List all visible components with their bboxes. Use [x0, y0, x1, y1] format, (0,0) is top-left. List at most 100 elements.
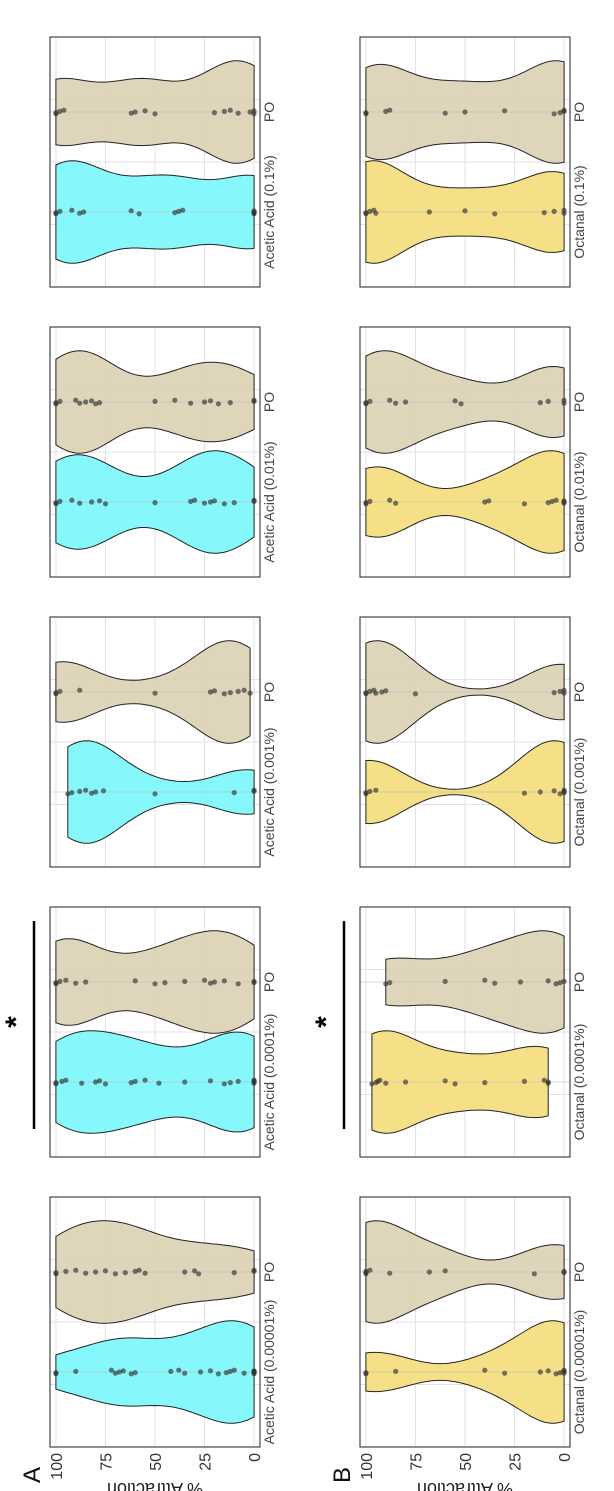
data-point	[482, 1080, 488, 1086]
data-point	[83, 1270, 89, 1276]
data-point	[53, 689, 59, 696]
data-point	[452, 1081, 458, 1087]
data-point	[207, 1078, 214, 1084]
data-point	[92, 789, 99, 795]
data-point	[77, 788, 83, 794]
data-point	[223, 1369, 229, 1376]
data-point	[197, 1369, 204, 1375]
data-point	[227, 1368, 233, 1374]
data-point	[182, 1079, 188, 1085]
data-point	[393, 1368, 399, 1374]
data-point	[383, 1080, 389, 1086]
facet-frame	[49, 616, 261, 868]
category-label: PO	[261, 682, 277, 702]
data-point	[207, 499, 214, 505]
significance-star: *	[0, 1016, 33, 1028]
data-point	[426, 209, 432, 215]
data-point	[377, 1077, 383, 1083]
data-point	[152, 111, 158, 117]
data-point	[73, 1267, 79, 1273]
data-point	[92, 401, 99, 407]
data-point	[545, 398, 551, 404]
data-point	[537, 399, 543, 406]
data-point	[102, 1081, 109, 1087]
category-label: Acetic Acid (0.001%)	[261, 727, 277, 856]
data-point	[363, 109, 369, 116]
data-point	[180, 207, 186, 213]
data-point	[92, 1079, 99, 1085]
data-point	[367, 688, 373, 694]
facet-b3: Octanal (0.001%) PO	[359, 616, 587, 868]
category-label: PO	[261, 102, 277, 122]
data-point	[211, 109, 218, 116]
data-point	[531, 1271, 537, 1277]
data-point	[442, 978, 448, 984]
facet-a2: Acetic Acid (0.0001%) PO *	[0, 906, 277, 1158]
data-point	[69, 789, 75, 796]
data-point	[521, 1078, 528, 1084]
data-point	[379, 689, 385, 695]
data-point	[442, 110, 448, 116]
data-point	[120, 1368, 126, 1374]
data-point	[53, 399, 59, 406]
data-point	[188, 498, 194, 504]
data-point	[387, 497, 393, 503]
data-point	[251, 1267, 257, 1273]
data-point	[122, 1270, 128, 1276]
data-point	[112, 1271, 118, 1277]
data-point	[553, 1371, 559, 1377]
y-tick-label: 100	[359, 1453, 376, 1480]
data-point	[192, 1268, 198, 1274]
facet-frame	[359, 326, 571, 578]
data-point	[367, 398, 373, 404]
data-point	[553, 981, 559, 987]
data-point	[63, 1268, 69, 1274]
data-point	[215, 401, 221, 407]
facet-frame	[359, 906, 571, 1158]
data-point	[132, 109, 138, 115]
data-point	[537, 1369, 543, 1375]
data-point	[211, 498, 218, 504]
rotated-figure-root: Acetic Acid (0.00001%) PO 0 25 50 75 100 % Attr…	[0, 36, 587, 1491]
y-tick-label: 0	[247, 1453, 264, 1462]
data-point	[517, 979, 524, 985]
data-point	[462, 109, 468, 115]
facet-frame	[49, 906, 261, 1158]
data-point	[549, 498, 555, 504]
data-point	[393, 500, 399, 506]
data-point	[77, 210, 83, 216]
data-point	[412, 691, 419, 697]
data-point	[561, 978, 567, 984]
data-point	[387, 980, 393, 986]
data-point	[452, 398, 458, 404]
data-point	[79, 1080, 85, 1086]
data-point	[561, 498, 567, 504]
data-point	[363, 689, 369, 696]
data-point	[502, 108, 508, 114]
y-tick-label: 50	[458, 1453, 475, 1471]
data-point	[482, 977, 488, 983]
data-point	[231, 1367, 237, 1373]
category-label: PO	[261, 392, 277, 412]
data-point	[231, 1270, 237, 1276]
data-point	[73, 980, 79, 986]
category-label: Octanal (0.0001%)	[571, 1024, 587, 1141]
data-point	[561, 1268, 567, 1274]
data-point	[77, 687, 83, 693]
data-point	[207, 980, 214, 986]
category-label: Acetic Acid (0.1%)	[261, 155, 277, 269]
data-point	[211, 979, 218, 985]
data-point	[57, 108, 63, 114]
data-point	[63, 977, 69, 983]
data-point	[551, 788, 557, 794]
data-point	[247, 109, 253, 115]
data-point	[363, 209, 369, 216]
data-point	[251, 1078, 257, 1084]
data-point	[442, 1268, 448, 1274]
data-point	[128, 1080, 134, 1086]
data-point	[89, 398, 95, 404]
category-label: Octanal (0.001%)	[571, 738, 587, 847]
facet-frame	[359, 1196, 571, 1448]
data-point	[442, 1078, 448, 1084]
data-point	[108, 1367, 115, 1373]
